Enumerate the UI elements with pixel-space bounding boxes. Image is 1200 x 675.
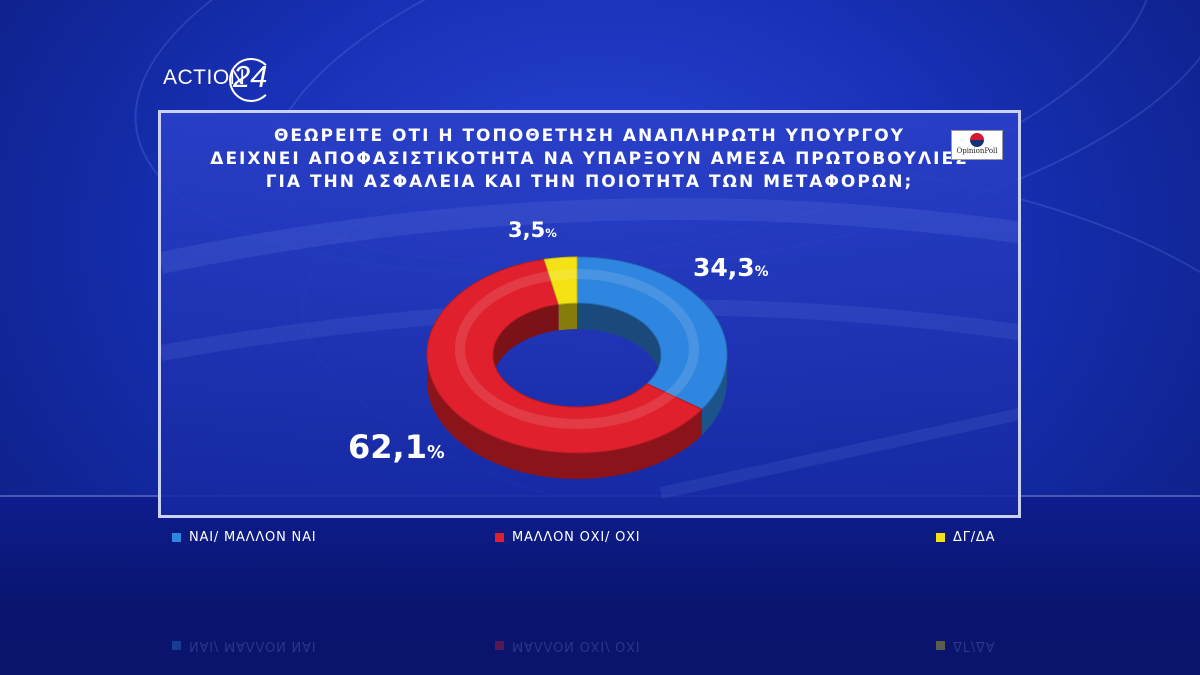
legend-swatch xyxy=(172,532,181,542)
channel-logo: ACTION 24 xyxy=(163,58,283,102)
legend-swatch xyxy=(172,641,181,651)
logo-number: 24 xyxy=(233,59,268,94)
title-line: ΔΕΙΧΝΕΙ ΑΠΟΦΑΣΙΣΤΙΚΟΤΗΤΑ ΝΑ ΥΠΑΡΞΟΥΝ ΑΜΕ… xyxy=(210,149,969,169)
poll-brand-icon xyxy=(970,133,984,147)
donut-inner-wall xyxy=(493,304,559,381)
donut-slice xyxy=(576,256,728,410)
logo-text: ACTION xyxy=(163,66,246,89)
legend-swatch xyxy=(936,532,945,542)
donut-slice xyxy=(543,256,578,305)
donut-inner-wall xyxy=(558,303,577,331)
legend-swatch xyxy=(936,641,945,651)
legend-swatch xyxy=(495,641,504,651)
legend-label: ΔΓ/ΔΑ xyxy=(953,638,996,654)
title-line: ΘΕΩΡΕΙΤΕ ΟΤΙ Η ΤΟΠΟΘΕΤΗΣΗ ΑΝΑΠΛΗΡΩΤΗ ΥΠΟ… xyxy=(273,126,905,146)
legend-reflection: ΜΑΛΛΟΝ ΟΧΙ/ ΟΧΙ xyxy=(495,636,640,656)
title-line: ΓΙΑ ΤΗΝ ΑΣΦΑΛΕΙΑ ΚΑΙ ΤΗΝ ΠΟΙΟΤΗΤΑ ΤΩΝ ΜΕ… xyxy=(265,172,914,192)
legend-item-dk: ΔΓ/ΔΑ xyxy=(936,527,995,547)
legend-reflection: ΝΑΙ/ ΜΑΛΛΟΝ ΝΑΙ xyxy=(172,636,316,656)
poll-brand-text: OpinionPoll xyxy=(956,147,998,155)
legend-label: ΜΑΛΛΟΝ ΟΧΙ/ ΟΧΙ xyxy=(512,529,641,545)
donut-highlight xyxy=(455,269,699,429)
donut-inner-wall xyxy=(577,303,661,381)
legend-label: ΝΑΙ/ ΜΑΛΛΟΝ ΝΑΙ xyxy=(189,529,317,545)
logo-ring-icon xyxy=(229,58,273,102)
slice-value: 3,5 xyxy=(508,218,546,242)
donut-slice xyxy=(426,258,703,454)
poll-brand-logo: OpinionPoll xyxy=(951,130,1003,160)
slice-unit: % xyxy=(426,443,445,463)
legend-reflection: ΔΓ/ΔΑ xyxy=(936,636,995,656)
legend-label: ΝΑΙ/ ΜΑΛΛΟΝ ΝΑΙ xyxy=(189,638,317,654)
slice-unit: % xyxy=(545,226,557,240)
slice-label-no: 62,1% xyxy=(348,428,445,466)
chart-title: ΘΕΩΡΕΙΤΕ ΟΤΙ Η ΤΟΠΟΘΕΤΗΣΗ ΑΝΑΠΛΗΡΩΤΗ ΥΠΟ… xyxy=(161,125,1018,194)
legend-label: ΜΑΛΛΟΝ ΟΧΙ/ ΟΧΙ xyxy=(512,638,641,654)
slice-label-yes: 34,3% xyxy=(693,253,768,282)
legend-swatch xyxy=(495,532,504,542)
legend-label: ΔΓ/ΔΑ xyxy=(953,529,996,545)
stage-floor xyxy=(0,495,1200,675)
slice-value: 34,3 xyxy=(693,253,755,282)
slice-label-dk: 3,5% xyxy=(508,218,557,242)
slice-unit: % xyxy=(754,264,769,280)
legend-item-yes: ΝΑΙ/ ΜΑΛΛΟΝ ΝΑΙ xyxy=(172,527,316,547)
slice-value: 62,1 xyxy=(348,428,427,466)
chart-panel: ΘΕΩΡΕΙΤΕ ΟΤΙ Η ΤΟΠΟΘΕΤΗΣΗ ΑΝΑΠΛΗΡΩΤΗ ΥΠΟ… xyxy=(158,110,1021,518)
legend-item-no: ΜΑΛΛΟΝ ΟΧΙ/ ΟΧΙ xyxy=(495,527,640,547)
donut-side-wall xyxy=(427,355,702,480)
